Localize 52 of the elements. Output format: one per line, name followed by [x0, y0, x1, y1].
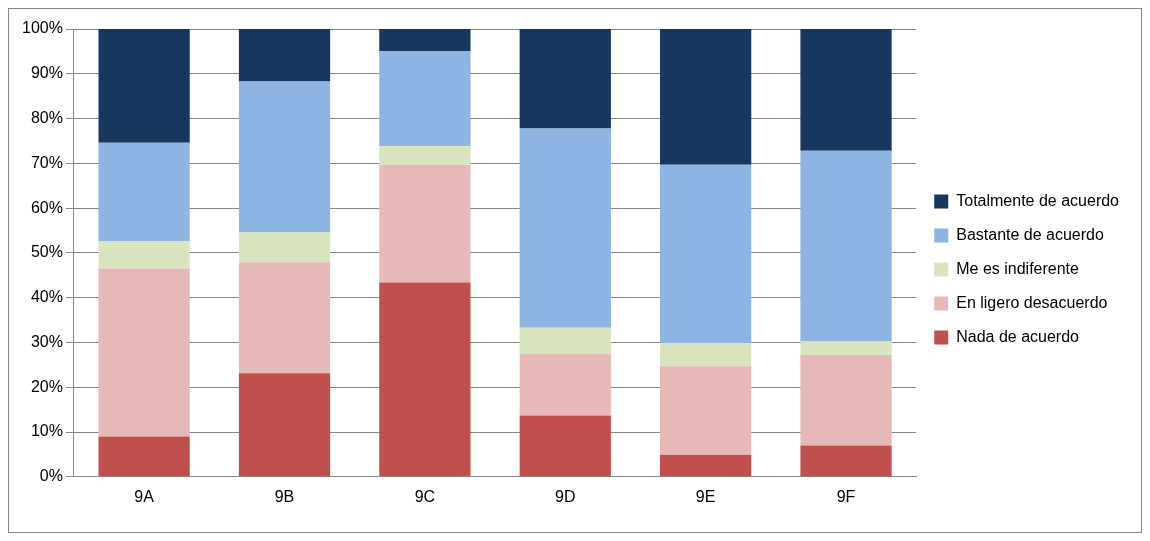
bar — [238, 262, 331, 374]
y-tick-label: 10% — [30, 422, 63, 440]
bar — [98, 142, 190, 242]
bar — [800, 29, 892, 151]
y-tick-label: 60% — [30, 198, 63, 216]
bar — [660, 454, 752, 477]
bar — [800, 445, 892, 477]
bar — [238, 29, 331, 82]
bar — [379, 50, 471, 146]
bar — [519, 415, 611, 477]
bar — [660, 164, 752, 343]
bar — [98, 29, 190, 143]
y-tick-label: 50% — [30, 243, 63, 261]
legend-label: Nada de acuerdo — [956, 327, 1080, 345]
legend-label: Bastante de acuerdo — [956, 225, 1104, 243]
y-tick-label: 40% — [30, 288, 63, 306]
bar — [519, 128, 611, 328]
bar — [379, 29, 471, 51]
x-tick-label: 9A — [134, 487, 155, 505]
bar — [238, 373, 331, 477]
bar — [800, 341, 892, 355]
y-tick-label: 0% — [39, 467, 63, 485]
bar — [98, 241, 190, 269]
bar — [660, 29, 752, 165]
bar — [238, 81, 331, 233]
bar — [98, 268, 190, 437]
legend-label: Totalmente de acuerdo — [956, 191, 1120, 209]
bar — [800, 150, 892, 342]
bar — [379, 145, 471, 165]
legend-label: En ligero desacuerdo — [956, 293, 1108, 311]
bar — [379, 282, 471, 477]
bar — [660, 366, 752, 455]
y-tick-label: 20% — [30, 377, 63, 395]
x-tick-label: 9B — [274, 487, 295, 505]
legend-label: Me es indiferente — [956, 259, 1080, 277]
bar — [238, 232, 331, 263]
bar — [519, 327, 611, 355]
y-tick-label: 30% — [30, 332, 63, 350]
bar — [379, 164, 471, 283]
bar — [519, 354, 611, 416]
y-tick-label: 70% — [30, 153, 63, 171]
x-tick-label: 9F — [836, 487, 856, 505]
x-tick-label: 9C — [414, 487, 436, 505]
y-tick-label: 100% — [22, 19, 63, 37]
x-tick-label: 9D — [555, 487, 576, 505]
bar — [800, 355, 892, 446]
bar — [660, 342, 752, 367]
bar — [98, 436, 190, 477]
x-tick-label: 9E — [695, 487, 716, 505]
y-tick-label: 80% — [30, 108, 63, 126]
bar — [519, 29, 611, 129]
y-tick-label: 90% — [30, 64, 63, 82]
